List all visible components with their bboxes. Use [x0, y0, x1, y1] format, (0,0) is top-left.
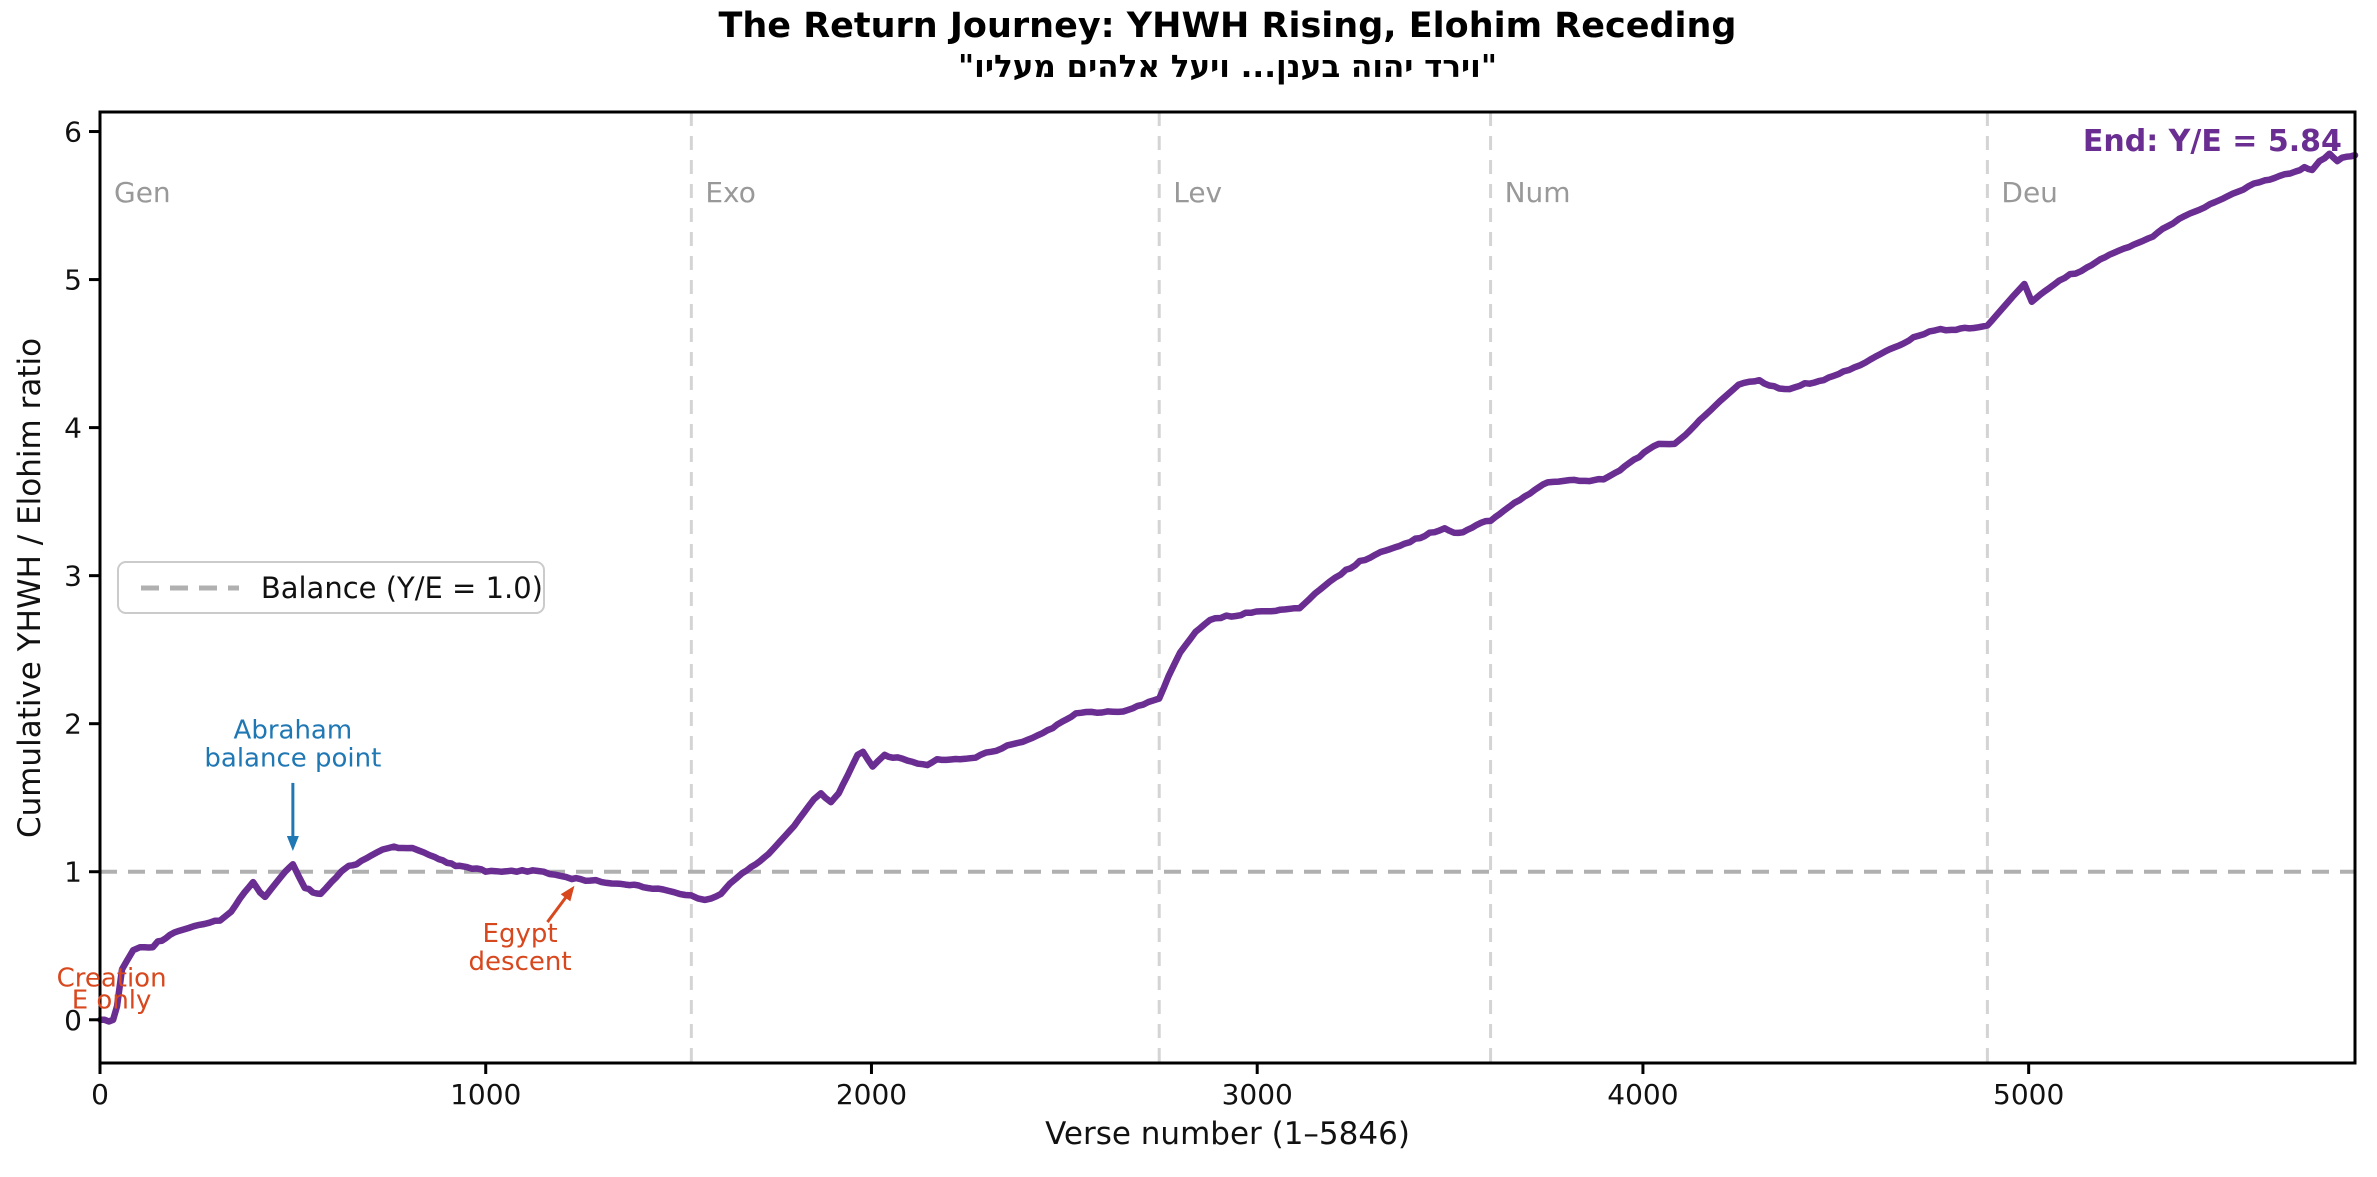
y-axis-label: Cumulative YHWH / Elohim ratio — [12, 337, 48, 839]
book-label-gen: Gen — [114, 176, 171, 209]
y-axis-tick-label: 3 — [64, 560, 82, 593]
y-axis-tick-label: 0 — [64, 1004, 82, 1037]
egypt-descent-text-line1: Egypt — [483, 919, 558, 949]
y-axis-tick-label: 1 — [64, 856, 82, 889]
legend: Balance (Y/E = 1.0) — [117, 561, 545, 614]
book-label-deu: Deu — [2001, 176, 2058, 209]
chart-subtitle-hebrew: "וירד יהוה בענן... ויעל אלהים מעליו" — [958, 49, 1497, 85]
x-axis-tick-label: 3000 — [1222, 1078, 1293, 1111]
legend-entry-label: Balance (Y/E = 1.0) — [260, 570, 543, 605]
x-axis-tick-label: 4000 — [1607, 1078, 1678, 1111]
y-axis-tick-label: 4 — [64, 412, 82, 445]
ratio-curve — [97, 150, 2359, 1025]
y-axis-tick-label: 2 — [64, 708, 82, 741]
x-axis-tick-label: 2000 — [836, 1078, 907, 1111]
x-axis-tick-label: 0 — [91, 1078, 109, 1111]
book-label-exo: Exo — [705, 176, 756, 209]
egypt-descent-arrow-shaft — [546, 893, 570, 923]
y-axis-tick-label: 5 — [64, 264, 82, 297]
y-axis-tick-label: 6 — [64, 116, 82, 149]
creation-e-only-text-line2: E only — [72, 986, 152, 1016]
abraham-balance-point-arrow-head — [286, 836, 299, 852]
end-ratio-text-line1: End: Y/E = 5.84 — [2083, 124, 2342, 159]
x-axis-tick-label: 5000 — [1993, 1078, 2064, 1111]
egypt-descent-arrow-head — [560, 885, 575, 902]
creation-e-only-text-line1: Creation — [57, 963, 167, 993]
book-label-num: Num — [1505, 176, 1571, 209]
abraham-balance-point-text-line1: Abraham — [234, 715, 353, 745]
x-axis-label: Verse number (1–5846) — [1045, 1116, 1410, 1152]
egypt-descent-text-line2: descent — [469, 947, 572, 977]
x-axis-tick-label: 1000 — [450, 1078, 521, 1111]
axes-frame — [98, 110, 2357, 1065]
legend-dash-sample — [141, 585, 239, 590]
book-label-lev: Lev — [1173, 176, 1222, 209]
chart-title: The Return Journey: YHWH Rising, Elohim … — [718, 6, 1737, 46]
abraham-balance-point-text-line2: balance point — [204, 744, 381, 774]
